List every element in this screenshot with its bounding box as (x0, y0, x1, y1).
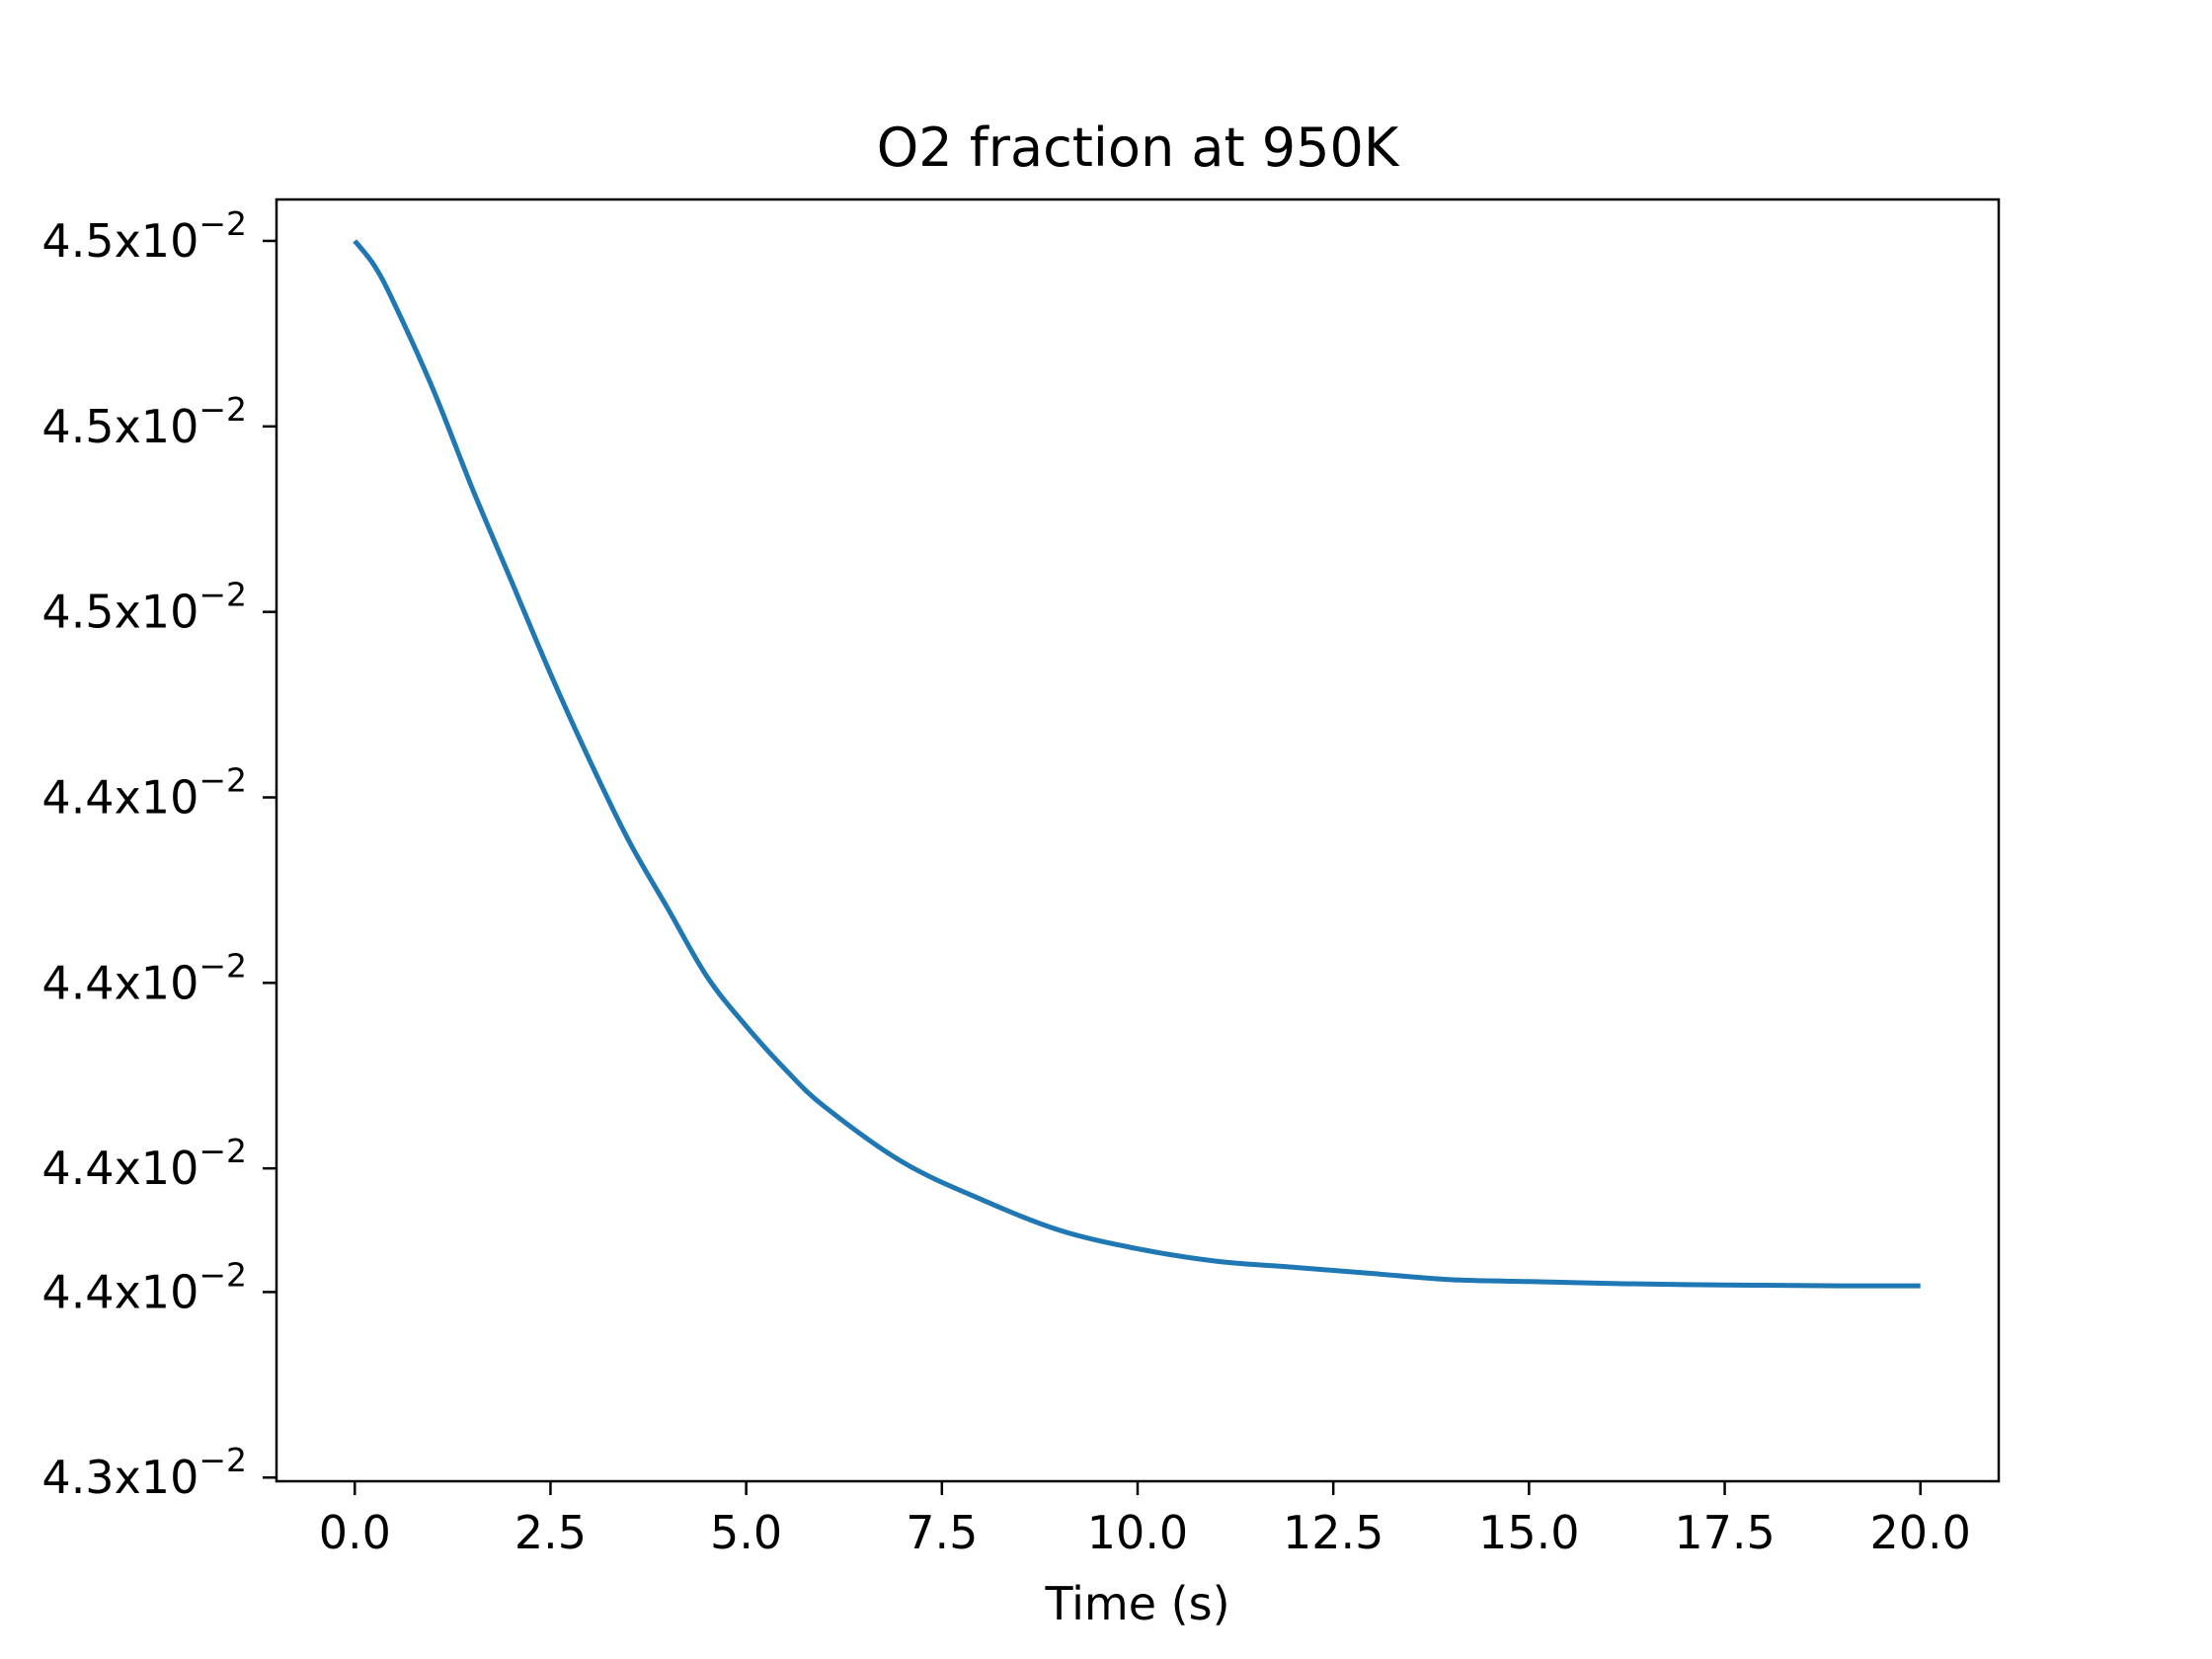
y-tick-mantissa: 4.5x10 (41, 214, 198, 268)
y-tick-exponent: −2 (198, 1132, 247, 1170)
y-tick-label: 4.5x10−2 (41, 204, 247, 268)
x-tick-label: 10.0 (1087, 1506, 1188, 1559)
x-tick-label: 20.0 (1870, 1506, 1971, 1559)
plot-area (276, 199, 1999, 1481)
y-tick-label: 4.4x10−2 (41, 1132, 247, 1195)
x-tick-label: 12.5 (1283, 1506, 1383, 1559)
y-tick-label: 4.5x10−2 (41, 576, 247, 639)
y-tick-exponent: −2 (198, 1441, 247, 1479)
y-tick-mantissa: 4.5x10 (41, 400, 198, 453)
y-tick-exponent: −2 (198, 576, 247, 614)
x-tick-label: 15.0 (1478, 1506, 1579, 1559)
x-tick-label: 7.5 (906, 1506, 978, 1559)
y-tick-label: 4.4x10−2 (41, 760, 247, 824)
y-tick-mantissa: 4.4x10 (41, 1142, 198, 1195)
y-axis: 4.3x10−24.4x10−24.4x10−24.4x10−24.4x10−2… (41, 204, 276, 1504)
x-axis-label: Time (s) (1044, 1577, 1229, 1630)
y-tick-mantissa: 4.4x10 (41, 770, 198, 824)
y-tick-mantissa: 4.4x10 (41, 956, 198, 1009)
y-tick-exponent: −2 (198, 1255, 247, 1294)
y-tick-mantissa: 4.5x10 (41, 586, 198, 639)
y-tick-exponent: −2 (198, 946, 247, 985)
x-tick-label: 5.0 (710, 1506, 782, 1559)
y-tick-label: 4.3x10−2 (41, 1441, 247, 1504)
y-tick-exponent: −2 (198, 204, 247, 243)
x-axis: 0.0 2.5 5.0 7.5 10.0 12.5 15.0 17.5 20.0 (319, 1481, 1971, 1559)
y-tick-exponent: −2 (198, 390, 247, 429)
x-tick-label: 17.5 (1674, 1506, 1775, 1559)
y-tick-label: 4.5x10−2 (41, 390, 247, 453)
x-tick-label: 2.5 (514, 1506, 587, 1559)
y-tick-mantissa: 4.3x10 (41, 1451, 198, 1504)
plot-frame (275, 198, 2001, 1483)
series-line-o2 (353, 239, 1921, 1289)
y-tick-label: 4.4x10−2 (41, 946, 247, 1009)
x-tick-label: 0.0 (319, 1506, 391, 1559)
y-tick-exponent: −2 (198, 760, 247, 799)
chart-title: O2 fraction at 950K (877, 117, 1400, 179)
series-layer (353, 239, 1921, 1289)
y-tick-mantissa: 4.4x10 (41, 1265, 198, 1318)
y-tick-label: 4.4x10−2 (41, 1255, 247, 1318)
